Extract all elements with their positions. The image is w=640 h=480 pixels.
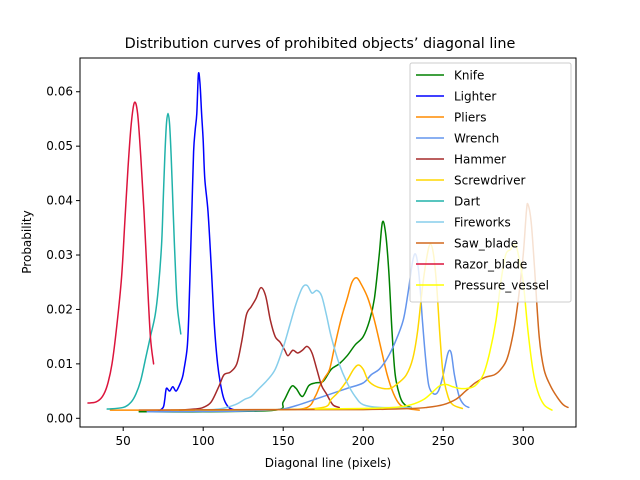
series-line-hammer	[178, 286, 340, 411]
y-tick-label: 0.02	[46, 302, 73, 316]
legend-label: Pliers	[454, 111, 486, 125]
y-tick-label: 0.05	[46, 139, 73, 153]
y-axis: 0.00 0.01 0.02 0.03 0.04 0.05 0.06	[46, 85, 80, 425]
chart-title: Distribution curves of prohibited object…	[125, 36, 516, 52]
x-axis-label: Diagonal line (pixels)	[265, 456, 391, 470]
y-tick-label: 0.03	[46, 248, 73, 262]
legend-label: Screwdriver	[454, 174, 525, 188]
series-line-saw-blade	[138, 202, 569, 411]
legend-label: Fireworks	[454, 216, 511, 230]
x-axis: 50 100 150 200 250 300	[116, 427, 535, 448]
series-line-pressure-vessel	[314, 243, 553, 411]
y-tick-label: 0.01	[46, 357, 73, 371]
series-line-pliers	[109, 277, 420, 411]
series-line-screwdriver	[170, 243, 464, 411]
y-axis-label: Probability	[20, 210, 34, 273]
y-tick-label: 0.04	[46, 194, 73, 208]
series-line-dart	[106, 112, 182, 410]
y-tick-label: 0.00	[46, 411, 73, 425]
legend-label: Pressure_vessel	[454, 279, 549, 293]
legend-label: Wrench	[454, 132, 499, 146]
x-tick-label: 300	[512, 434, 535, 448]
legend-box	[409, 62, 572, 303]
x-tick-label: 200	[352, 434, 375, 448]
legend-label: Hammer	[454, 153, 506, 167]
y-tick-label: 0.06	[46, 85, 73, 99]
x-tick-label: 150	[272, 434, 295, 448]
series-line-lighter	[157, 72, 236, 412]
x-tick-label: 50	[116, 434, 131, 448]
legend-label: Saw_blade	[454, 237, 518, 251]
plot-frame	[79, 57, 577, 428]
legend-label: Lighter	[454, 90, 496, 104]
x-tick-label: 100	[192, 434, 215, 448]
legend-label: Razor_blade	[454, 258, 527, 272]
series-line-knife	[138, 220, 412, 413]
legend-label: Dart	[454, 195, 481, 209]
series-line-razor-blade	[87, 101, 155, 404]
legend-label: Knife	[454, 69, 484, 83]
series-layer	[87, 72, 569, 413]
series-line-fireworks	[194, 284, 412, 411]
legend: Knife Lighter Pliers Wrench Hammer Screwdrive…	[409, 62, 572, 303]
x-tick-label: 250	[432, 434, 455, 448]
